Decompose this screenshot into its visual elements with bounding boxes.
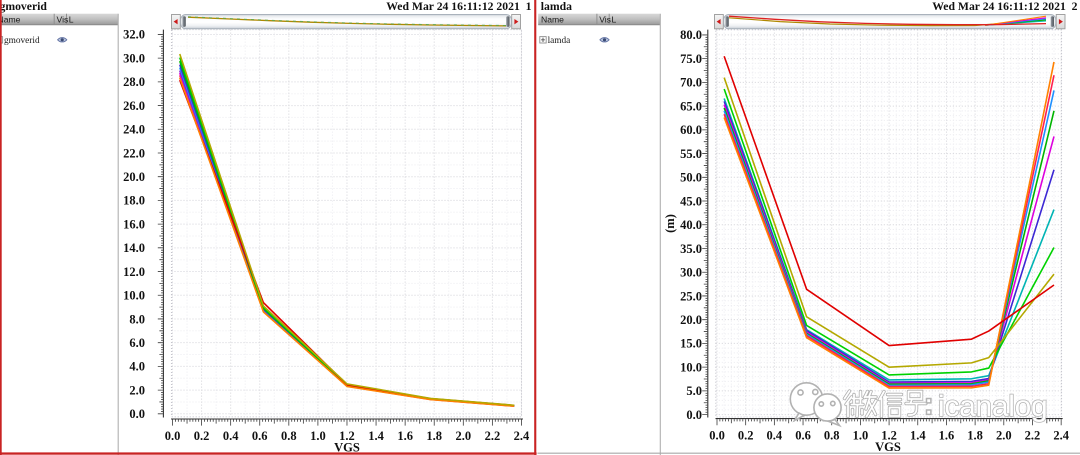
svg-text:4.0: 4.0	[129, 360, 145, 374]
svg-text:26.0: 26.0	[123, 99, 145, 113]
svg-text:Vis: Vis	[599, 14, 611, 24]
svg-text:45.0: 45.0	[680, 194, 702, 208]
svg-text:1.8: 1.8	[426, 429, 442, 443]
svg-text:1.4: 1.4	[368, 429, 384, 443]
svg-text:10.0: 10.0	[123, 289, 145, 303]
svg-text:1.0: 1.0	[310, 429, 326, 443]
svg-text:L: L	[69, 14, 74, 24]
svg-text:1.4: 1.4	[910, 428, 926, 442]
svg-text:2.0: 2.0	[996, 428, 1012, 442]
svg-text:VGS: VGS	[875, 440, 901, 454]
svg-text:0.8: 0.8	[281, 429, 297, 443]
svg-text:20.0: 20.0	[123, 170, 145, 184]
svg-text:0.8: 0.8	[824, 428, 840, 442]
svg-text:1.8: 1.8	[967, 428, 983, 442]
svg-text:1.0: 1.0	[853, 428, 869, 442]
svg-text:(m): (m)	[663, 214, 677, 233]
svg-text:15.0: 15.0	[680, 337, 702, 351]
svg-text:VGS: VGS	[334, 441, 360, 455]
svg-text:icanalog: icanalog	[938, 390, 1047, 423]
svg-text:30.0: 30.0	[123, 51, 145, 65]
svg-text:10.0: 10.0	[680, 360, 702, 374]
svg-text:20.0: 20.0	[680, 313, 702, 327]
svg-text:14.0: 14.0	[123, 241, 145, 255]
svg-text:75.0: 75.0	[680, 52, 702, 66]
svg-text:Name: Name	[0, 14, 21, 24]
svg-text:0.2: 0.2	[738, 428, 754, 442]
svg-text:0.6: 0.6	[252, 429, 268, 443]
svg-text:65.0: 65.0	[680, 99, 702, 113]
svg-text:gmoverid: gmoverid	[4, 36, 40, 46]
svg-text:0.4: 0.4	[223, 429, 239, 443]
svg-text:1.2: 1.2	[881, 428, 897, 442]
svg-text:5.0: 5.0	[686, 384, 702, 398]
svg-text:50.0: 50.0	[680, 171, 702, 185]
svg-text:0.4: 0.4	[767, 428, 783, 442]
svg-text:25.0: 25.0	[680, 289, 702, 303]
svg-text:1.2: 1.2	[339, 429, 355, 443]
svg-text:2.2: 2.2	[1025, 428, 1041, 442]
svg-text:8.0: 8.0	[129, 312, 145, 326]
svg-text:0.6: 0.6	[795, 428, 811, 442]
svg-text:Wed Mar 24 16:11:12 2021 1: Wed Mar 24 16:11:12 2021 1	[386, 0, 531, 13]
svg-text:55.0: 55.0	[680, 147, 702, 161]
svg-text:24.0: 24.0	[123, 123, 145, 137]
svg-text:Wed Mar 24 16:11:12 2021 2: Wed Mar 24 16:11:12 2021 2	[932, 0, 1077, 13]
svg-text:60.0: 60.0	[680, 123, 702, 137]
svg-text:2.4: 2.4	[1053, 428, 1069, 442]
svg-text:Vis: Vis	[57, 14, 69, 24]
svg-text:1.6: 1.6	[397, 429, 413, 443]
svg-text:2.0: 2.0	[455, 429, 471, 443]
svg-text:22.0: 22.0	[123, 146, 145, 160]
svg-text:30.0: 30.0	[680, 266, 702, 280]
svg-text:32.0: 32.0	[123, 28, 145, 42]
svg-text:1.6: 1.6	[939, 428, 955, 442]
svg-text:12.0: 12.0	[123, 265, 145, 279]
svg-text:0.2: 0.2	[194, 429, 210, 443]
svg-text:0.0: 0.0	[165, 429, 181, 443]
svg-text:0.0: 0.0	[709, 428, 725, 442]
svg-text:2.2: 2.2	[485, 429, 501, 443]
svg-text:L: L	[612, 14, 617, 24]
svg-text:35.0: 35.0	[680, 242, 702, 256]
svg-text:6.0: 6.0	[129, 336, 145, 350]
svg-text:0.0: 0.0	[129, 407, 145, 421]
svg-text:2.0: 2.0	[129, 383, 145, 397]
svg-text:18.0: 18.0	[123, 194, 145, 208]
svg-text:80.0: 80.0	[680, 28, 702, 42]
svg-text:lamda: lamda	[541, 0, 572, 13]
svg-text:16.0: 16.0	[123, 217, 145, 231]
svg-text:70.0: 70.0	[680, 76, 702, 90]
svg-text:40.0: 40.0	[680, 218, 702, 232]
svg-text:28.0: 28.0	[123, 75, 145, 89]
svg-text:lamda: lamda	[548, 36, 571, 46]
svg-text:gmoverid: gmoverid	[0, 0, 47, 13]
svg-text:0.0: 0.0	[686, 408, 702, 422]
svg-text:2.4: 2.4	[514, 429, 530, 443]
svg-text:Name: Name	[541, 14, 564, 24]
